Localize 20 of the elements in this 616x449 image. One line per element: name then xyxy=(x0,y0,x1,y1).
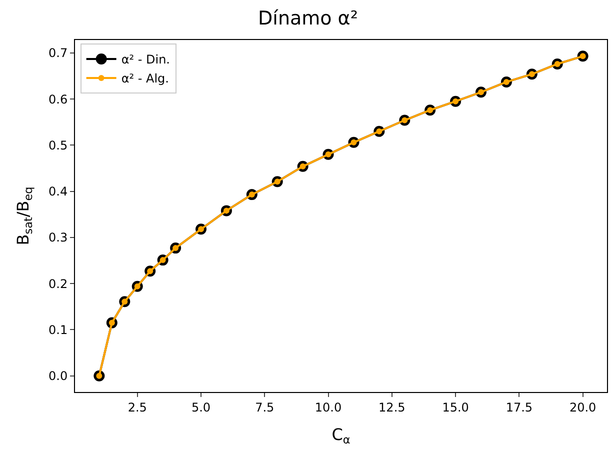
y-tick-label: 0.0 xyxy=(48,369,68,384)
x-tick-label: 2.5 xyxy=(128,400,147,414)
legend-label: α² - Alg. xyxy=(121,72,169,86)
x-tick-label: 7.5 xyxy=(255,400,274,414)
chart-title: Dínamo α² xyxy=(258,8,358,30)
x-tick-label: 17.5 xyxy=(506,400,533,414)
y-tick-label: 0.1 xyxy=(48,322,68,337)
x-tick-label: 15.0 xyxy=(442,400,469,414)
y-tick-label: 0.7 xyxy=(48,46,68,60)
x-tick-label: 10.0 xyxy=(314,400,342,414)
y-tick-label: 0.6 xyxy=(48,92,68,106)
y-tick-label: 0.3 xyxy=(48,230,68,245)
y-tick-label: 0.5 xyxy=(48,138,68,152)
legend-label: α² - Din. xyxy=(121,52,170,67)
y-tick-label: 0.4 xyxy=(48,184,68,199)
x-tick-label: 12.5 xyxy=(378,400,406,414)
x-axis-title: C$_{α}$ xyxy=(332,425,350,446)
x-tick-label: 5.0 xyxy=(191,400,211,414)
y-tick-label: 0.2 xyxy=(48,276,68,291)
x-tick-label: 20.0 xyxy=(569,400,596,414)
